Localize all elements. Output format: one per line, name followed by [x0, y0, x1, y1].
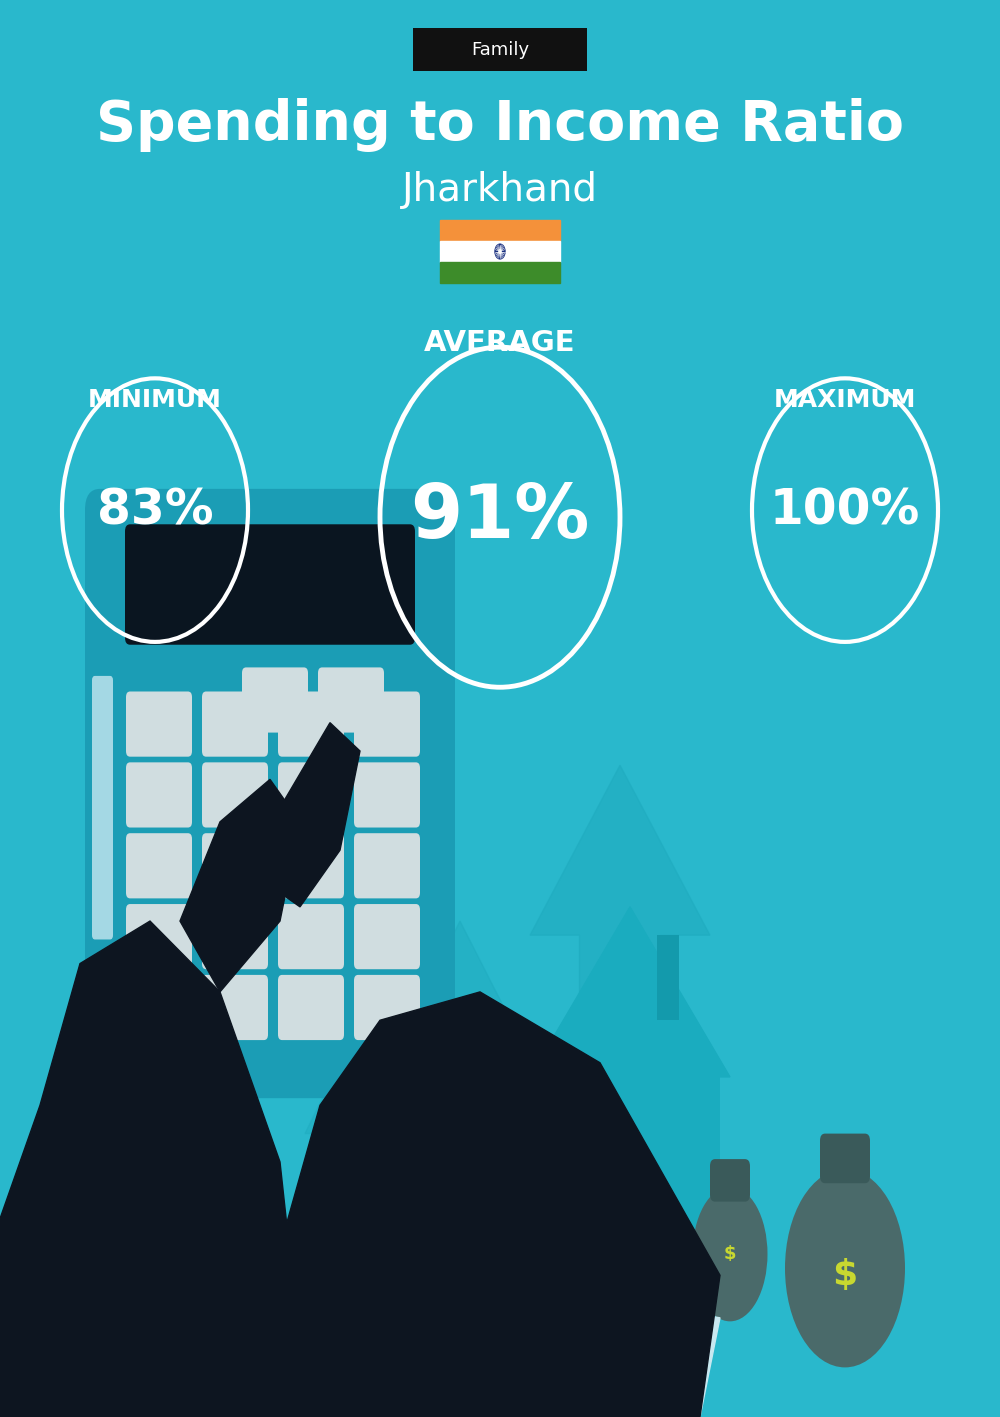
Text: MAXIMUM: MAXIMUM: [774, 388, 916, 411]
Text: 91%: 91%: [410, 480, 590, 554]
FancyBboxPatch shape: [278, 691, 344, 757]
Polygon shape: [200, 992, 720, 1417]
FancyBboxPatch shape: [354, 762, 420, 828]
Text: Spending to Income Ratio: Spending to Income Ratio: [96, 98, 904, 152]
FancyBboxPatch shape: [820, 1134, 870, 1183]
FancyBboxPatch shape: [278, 904, 344, 969]
FancyBboxPatch shape: [125, 524, 415, 645]
FancyBboxPatch shape: [540, 1077, 720, 1304]
Circle shape: [494, 244, 506, 259]
Polygon shape: [305, 1041, 395, 1247]
Polygon shape: [440, 220, 560, 241]
FancyBboxPatch shape: [202, 762, 268, 828]
FancyBboxPatch shape: [126, 762, 192, 828]
FancyBboxPatch shape: [92, 676, 113, 939]
FancyBboxPatch shape: [126, 833, 192, 898]
FancyBboxPatch shape: [318, 667, 384, 733]
Text: $: $: [832, 1258, 858, 1292]
Polygon shape: [180, 779, 300, 992]
Text: MINIMUM: MINIMUM: [88, 388, 222, 411]
Polygon shape: [200, 1275, 720, 1417]
FancyBboxPatch shape: [278, 975, 344, 1040]
Text: AVERAGE: AVERAGE: [424, 329, 576, 357]
FancyBboxPatch shape: [126, 904, 192, 969]
FancyBboxPatch shape: [560, 1339, 700, 1353]
Polygon shape: [0, 921, 300, 1417]
FancyBboxPatch shape: [354, 833, 420, 898]
FancyBboxPatch shape: [202, 833, 268, 898]
FancyBboxPatch shape: [278, 833, 344, 898]
FancyBboxPatch shape: [354, 975, 420, 1040]
FancyBboxPatch shape: [242, 667, 308, 733]
Polygon shape: [440, 241, 560, 262]
FancyBboxPatch shape: [710, 1159, 750, 1202]
FancyBboxPatch shape: [278, 762, 344, 828]
FancyBboxPatch shape: [202, 691, 268, 757]
Text: Family: Family: [471, 41, 529, 58]
Polygon shape: [395, 921, 525, 1247]
FancyBboxPatch shape: [126, 975, 192, 1040]
Polygon shape: [440, 262, 560, 283]
FancyBboxPatch shape: [580, 1204, 608, 1304]
FancyBboxPatch shape: [560, 1288, 700, 1302]
FancyBboxPatch shape: [354, 691, 420, 757]
FancyBboxPatch shape: [413, 28, 587, 71]
FancyBboxPatch shape: [202, 904, 268, 969]
FancyBboxPatch shape: [126, 691, 192, 757]
FancyBboxPatch shape: [657, 935, 679, 1020]
Polygon shape: [0, 1275, 270, 1417]
Text: Jharkhand: Jharkhand: [402, 171, 598, 208]
Polygon shape: [260, 723, 360, 907]
FancyBboxPatch shape: [85, 489, 455, 1098]
FancyBboxPatch shape: [202, 975, 268, 1040]
Ellipse shape: [785, 1169, 905, 1367]
Polygon shape: [530, 765, 710, 1247]
Text: 83%: 83%: [97, 486, 213, 534]
FancyBboxPatch shape: [612, 1204, 640, 1304]
Polygon shape: [530, 907, 730, 1077]
FancyBboxPatch shape: [560, 1322, 700, 1336]
FancyBboxPatch shape: [354, 904, 420, 969]
Text: $: $: [724, 1246, 736, 1263]
FancyBboxPatch shape: [560, 1305, 700, 1319]
Text: 100%: 100%: [770, 486, 920, 534]
Ellipse shape: [692, 1186, 768, 1321]
